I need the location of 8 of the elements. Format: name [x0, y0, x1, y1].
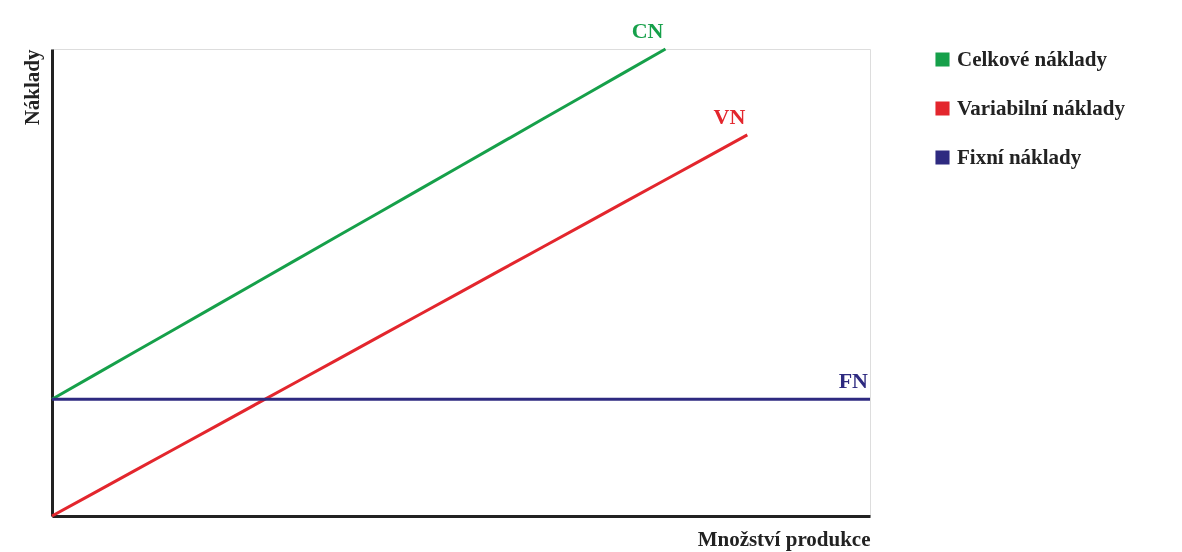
x-axis-title: Množství produkce [697, 526, 871, 551]
text: CN [631, 18, 664, 43]
annotation: VN [713, 103, 746, 129]
y-axis-title: Náklady [19, 49, 44, 126]
legend-label: Variabilní náklady [957, 95, 1126, 120]
legend-label: Celkové náklady [957, 46, 1108, 71]
annotation: FN [838, 368, 869, 394]
legend-label: Fixní náklady [957, 144, 1082, 169]
